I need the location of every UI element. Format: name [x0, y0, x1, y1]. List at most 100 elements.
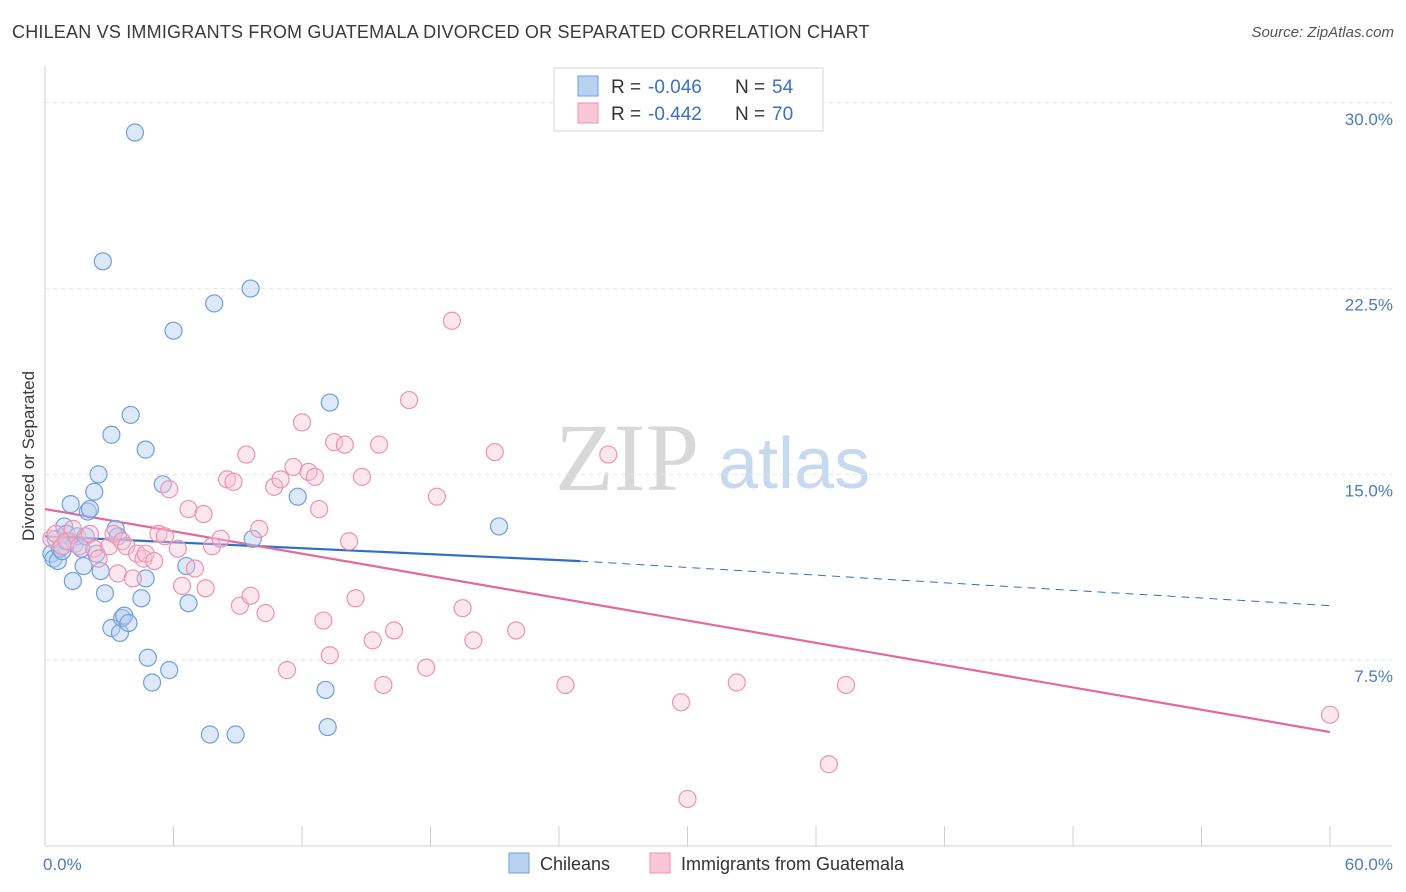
point-guatemala [325, 433, 344, 452]
trend-line-guatemala [44, 507, 1331, 734]
y-tick-label: 30.0% [1345, 110, 1393, 129]
point-chileans [136, 569, 155, 588]
point-guatemala [678, 789, 697, 809]
point-guatemala [145, 551, 164, 571]
point-guatemala [292, 413, 312, 432]
point-guatemala [464, 631, 483, 650]
legend-n-label-1: N = [735, 77, 765, 98]
point-guatemala [442, 311, 462, 330]
point-guatemala [320, 646, 339, 665]
point-guatemala [340, 532, 359, 551]
legend-n-value-1: 54 [772, 77, 794, 98]
axes [44, 66, 1392, 847]
point-chileans [205, 294, 224, 313]
point-guatemala [155, 527, 175, 546]
point-guatemala [250, 519, 269, 538]
point-guatemala [271, 470, 290, 489]
point-guatemala [185, 559, 205, 578]
point-chileans [95, 584, 115, 603]
point-chileans [89, 465, 108, 484]
point-guatemala [346, 589, 365, 608]
point-chileans [320, 393, 339, 412]
legend-swatch-chileans [577, 75, 599, 97]
point-chileans [119, 613, 138, 633]
point-guatemala [819, 755, 838, 774]
point-guatemala [305, 467, 324, 486]
point-guatemala [160, 480, 179, 499]
legend-r-label-2: R = [611, 104, 641, 125]
point-chileans [489, 517, 509, 536]
point-guatemala [63, 519, 82, 538]
point-guatemala [194, 504, 213, 524]
point-guatemala [277, 661, 297, 680]
point-chileans [78, 502, 97, 521]
point-guatemala [196, 579, 215, 598]
point-chileans [226, 725, 245, 744]
point-guatemala [256, 604, 275, 623]
point-chileans [121, 405, 140, 425]
point-chileans [316, 680, 335, 700]
point-chileans [125, 123, 145, 142]
trend-lines [44, 507, 1331, 734]
point-chileans [200, 725, 220, 744]
point-guatemala [399, 390, 419, 410]
point-guatemala [70, 537, 89, 556]
point-guatemala [427, 487, 447, 506]
watermark-atlas: atlas [718, 424, 870, 504]
point-guatemala [453, 599, 472, 618]
trend-line-chileans-extension [580, 560, 1331, 607]
point-chileans [80, 499, 100, 519]
point-chileans [142, 673, 162, 692]
point-guatemala [556, 675, 575, 695]
y-tick-label: 22.5% [1345, 296, 1393, 315]
point-chileans [164, 321, 183, 340]
bottom-legend-swatch-guatemala [649, 852, 671, 874]
point-guatemala [89, 549, 108, 568]
point-chileans [63, 571, 82, 591]
point-guatemala [310, 499, 329, 519]
legend-r-value-2: -0.442 [648, 104, 702, 125]
point-chileans [93, 252, 112, 271]
y-tick-label: 15.0% [1345, 481, 1393, 500]
point-guatemala [211, 529, 230, 548]
point-guatemala [370, 435, 389, 454]
gridlines [45, 102, 1392, 661]
point-chileans [132, 589, 151, 608]
point-guatemala [599, 445, 618, 464]
point-chileans [138, 648, 157, 667]
point-guatemala [352, 467, 372, 486]
series-legend: Chileans Immigrants from Guatemala [508, 852, 905, 874]
point-guatemala [727, 673, 746, 692]
tick-labels: 7.5% 15.0% 22.5% 30.0% 0.0% 60.0% [43, 110, 1393, 874]
point-guatemala [384, 621, 404, 640]
x-tick-label-max: 60.0% [1345, 855, 1393, 874]
point-chileans [288, 487, 307, 506]
correlation-legend: R = -0.046 N = 54 R = -0.442 N = 70 [553, 67, 824, 132]
point-guatemala [168, 539, 187, 558]
point-guatemala [507, 621, 526, 640]
point-chileans [179, 594, 198, 613]
point-chileans [136, 440, 155, 459]
x-tick-label-min: 0.0% [43, 855, 82, 874]
point-chileans [102, 425, 121, 444]
point-guatemala [363, 631, 382, 650]
watermark-zip: ZIP [555, 404, 699, 511]
legend-n-value-2: 70 [772, 104, 793, 125]
point-chileans [243, 529, 262, 548]
y-axis-label: Divorced or Separated [19, 371, 38, 541]
point-guatemala [314, 611, 333, 630]
y-tick-label: 7.5% [1354, 667, 1393, 686]
point-guatemala [265, 477, 284, 496]
data-points [42, 123, 1340, 809]
point-guatemala [123, 569, 142, 588]
point-chileans [241, 279, 260, 298]
point-guatemala [241, 586, 260, 605]
point-guatemala [224, 472, 243, 491]
bottom-legend-label-chileans: Chileans [540, 854, 610, 874]
bottom-legend-swatch-chileans [508, 852, 530, 874]
source-label: Source: ZipAtlas.com [1251, 24, 1394, 41]
legend-swatch-guatemala [577, 102, 599, 124]
legend-box [553, 67, 824, 132]
point-guatemala [836, 675, 856, 695]
